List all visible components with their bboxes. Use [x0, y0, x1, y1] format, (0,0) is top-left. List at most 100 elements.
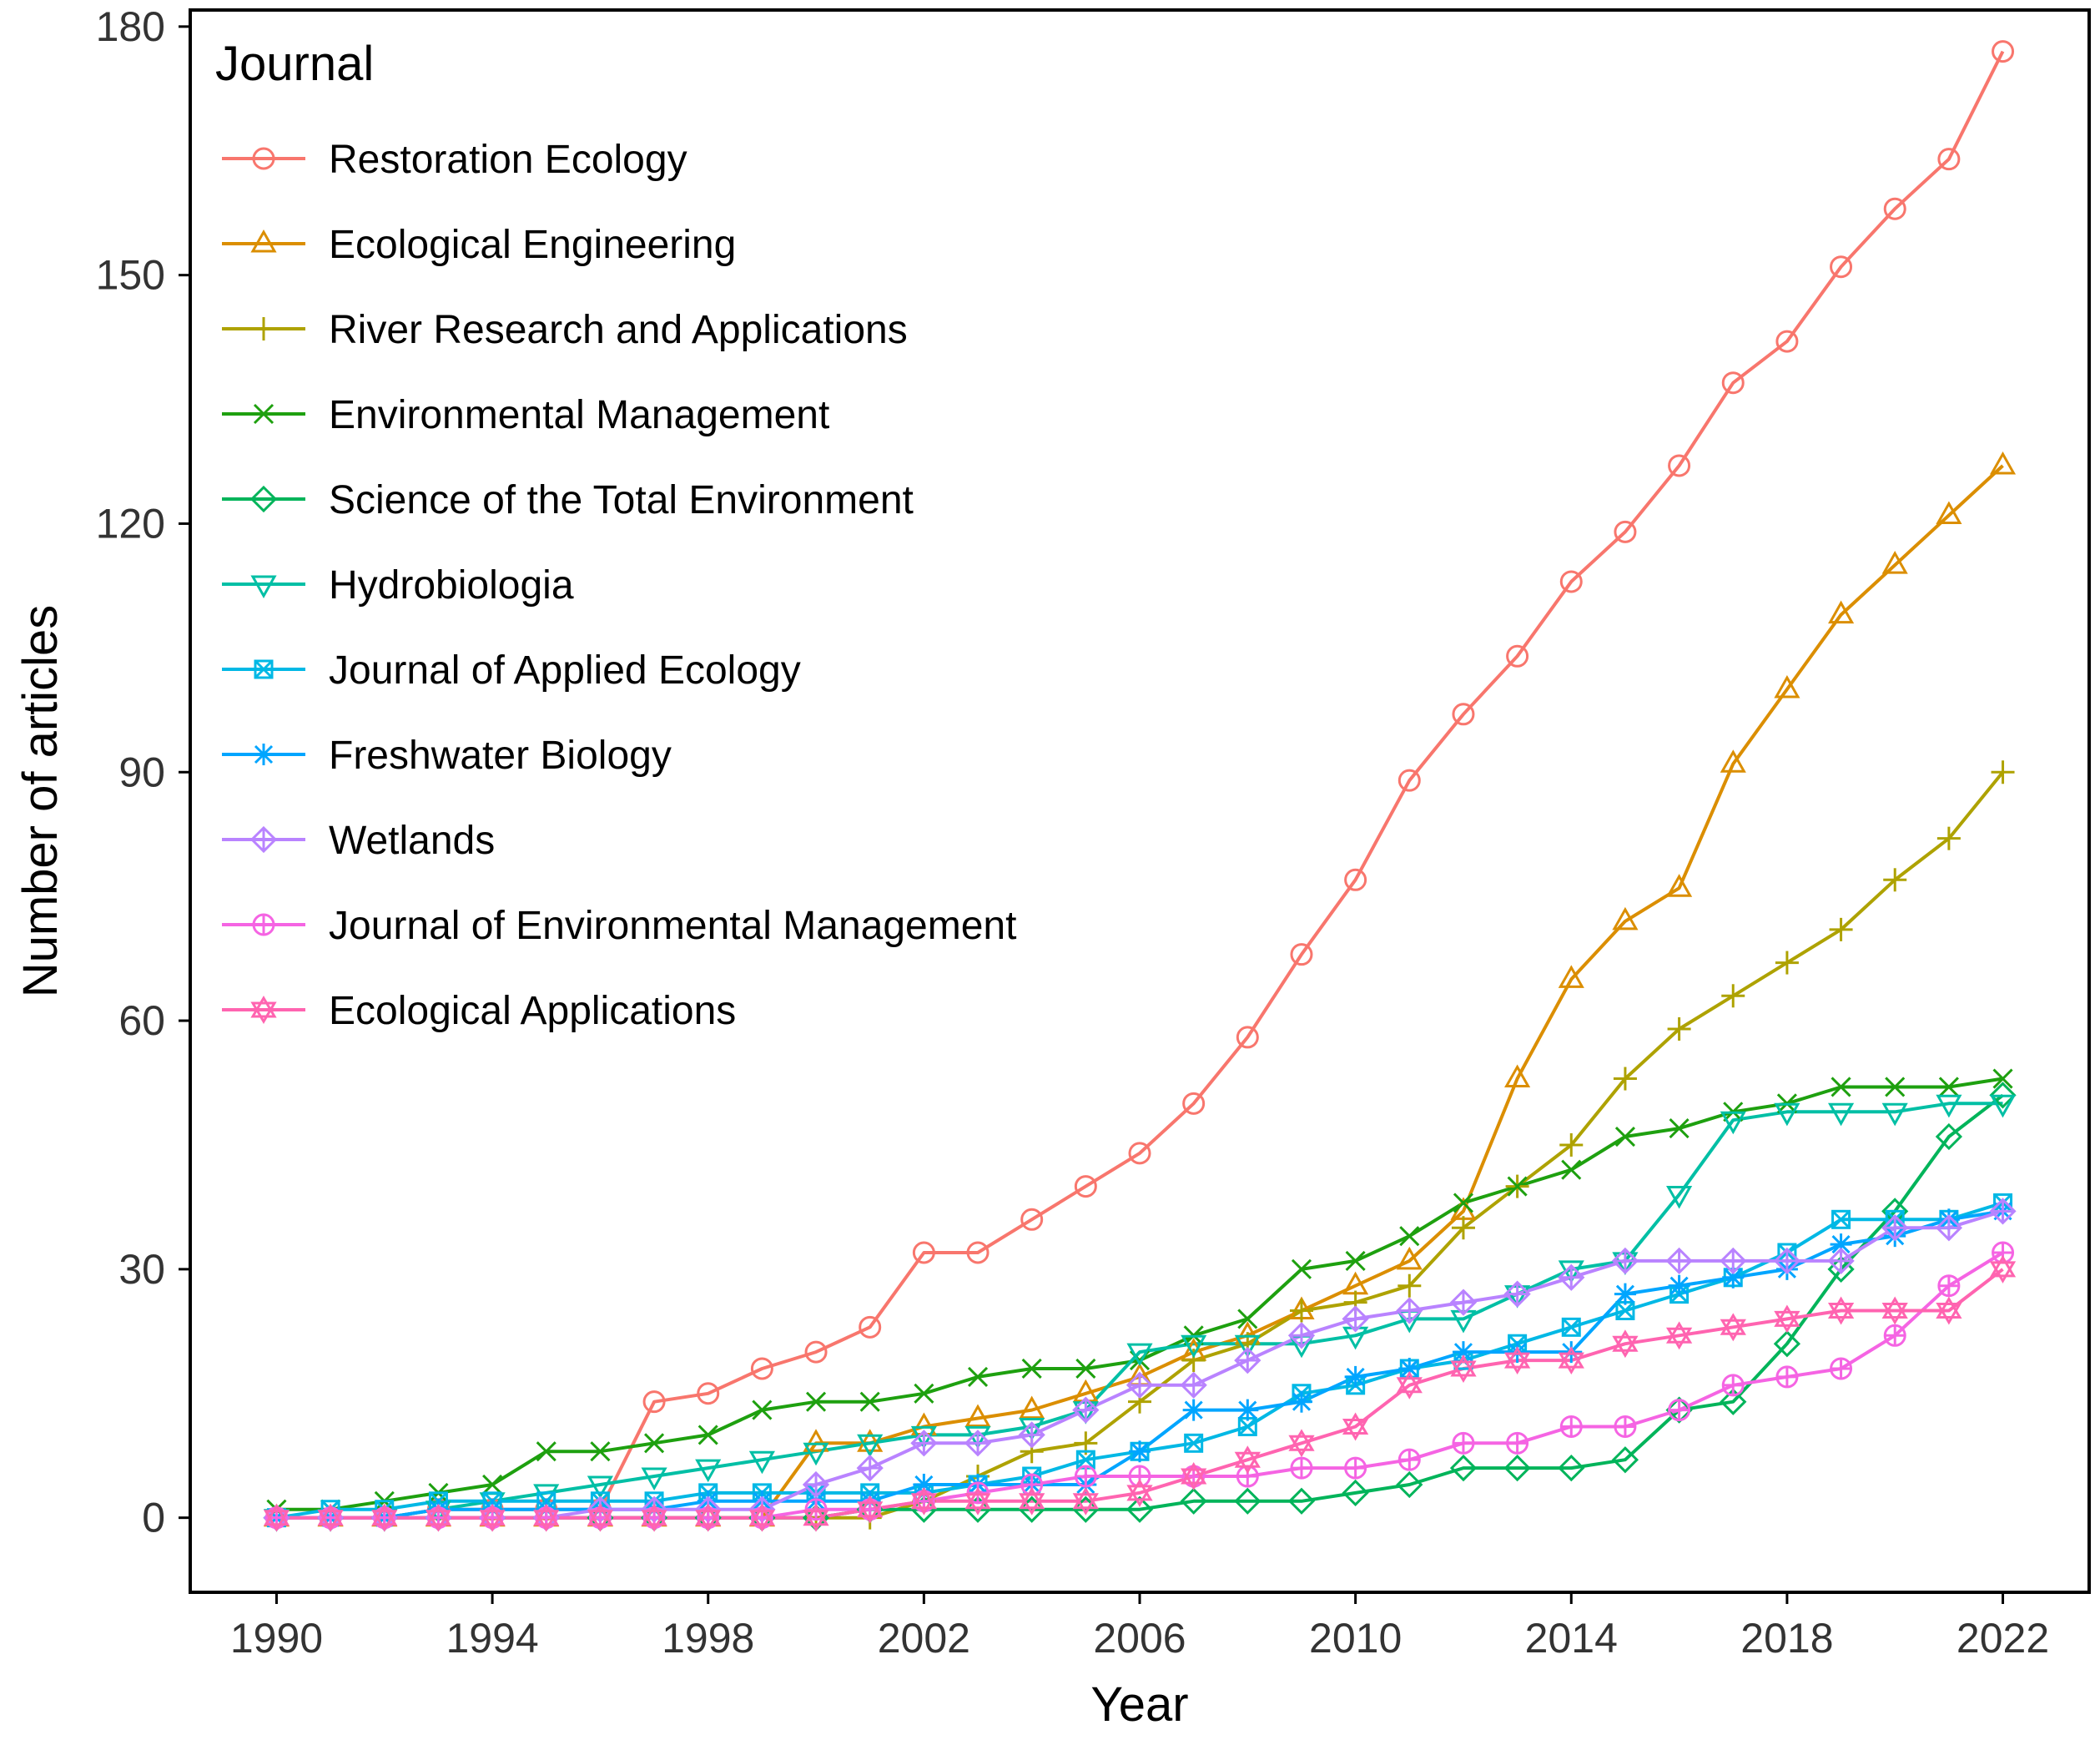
point-hydrobiologia-2021	[1936, 1094, 1962, 1118]
point-hydrobiologia-1996	[587, 1475, 613, 1500]
point-ecological-applications-2004	[1019, 1486, 1045, 1516]
point-ecological-applications-1995	[533, 1503, 560, 1532]
point-restoration-ecology-2009	[1290, 943, 1313, 966]
x-tick-label-2010: 2010	[1309, 1615, 1402, 1662]
point-restoration-ecology-2005	[1074, 1175, 1097, 1198]
point-wetlands-2001	[856, 1454, 884, 1482]
point-river-research-and-applications-2017	[1721, 984, 1745, 1008]
legend-marker-freshwater-biology	[253, 744, 274, 765]
point-wetlands-2020	[1881, 1214, 1909, 1242]
point-hydrobiologia-2019	[1828, 1102, 1855, 1127]
point-environmental-management-2010	[1345, 1250, 1366, 1271]
point-ecological-applications-1996	[587, 1503, 614, 1532]
legend-item-journal-of-environmental-management: Journal of Environmental Management	[222, 904, 1016, 948]
point-ecological-applications-1990	[263, 1503, 290, 1532]
series-markers	[263, 40, 2017, 1532]
x-tick-label-1990: 1990	[230, 1615, 323, 1662]
point-science-of-the-total-environment-2015	[1611, 1446, 1639, 1474]
point-ecological-engineering-2013	[1504, 1064, 1531, 1087]
x-axis-title: Year	[1090, 1677, 1188, 1732]
point-environmental-management-2005	[1075, 1358, 1096, 1379]
point-river-research-and-applications-2009	[1289, 1299, 1313, 1323]
point-ecological-applications-2020	[1881, 1296, 1908, 1325]
point-restoration-ecology-2012	[1452, 703, 1475, 726]
y-tick-label-30: 30	[118, 1246, 165, 1293]
point-journal-of-environmental-management-2020	[1883, 1324, 1906, 1347]
point-freshwater-biology-2006	[1129, 1440, 1151, 1463]
point-environmental-management-1998	[697, 1425, 718, 1445]
point-environmental-management-1999	[752, 1400, 773, 1420]
point-restoration-ecology-2018	[1775, 330, 1799, 353]
point-wetlands-2013	[1503, 1280, 1531, 1308]
point-freshwater-biology-2010	[1344, 1365, 1367, 1388]
point-wetlands-2006	[1126, 1371, 1154, 1399]
point-freshwater-biology-2011	[1398, 1357, 1421, 1379]
point-ecological-engineering-2001	[857, 1429, 884, 1452]
point-ecological-applications-2003	[964, 1486, 991, 1516]
point-ecological-applications-1998	[695, 1503, 722, 1532]
point-science-of-the-total-environment-2005	[1072, 1495, 1100, 1523]
point-hydrobiologia-2018	[1774, 1102, 1800, 1127]
y-tick-label-0: 0	[142, 1495, 165, 1541]
x-tick-label-2022: 2022	[1956, 1615, 2049, 1662]
x-tick-label-2002: 2002	[878, 1615, 970, 1662]
point-science-of-the-total-environment-2022	[1989, 1082, 2017, 1109]
point-environmental-management-2004	[1021, 1358, 1042, 1379]
point-ecological-applications-2007	[1181, 1462, 1207, 1490]
legend-label-restoration-ecology: Restoration Ecology	[329, 138, 687, 182]
point-journal-of-environmental-management-2013	[1506, 1431, 1529, 1455]
point-wetlands-2011	[1396, 1297, 1423, 1324]
point-river-research-and-applications-2016	[1667, 1016, 1691, 1041]
point-ecological-applications-2015	[1612, 1329, 1639, 1359]
series-points-ecological-applications	[263, 1254, 2017, 1532]
point-ecological-applications-1999	[748, 1503, 776, 1532]
point-wetlands-2016	[1665, 1247, 1693, 1275]
point-restoration-ecology-2001	[859, 1315, 882, 1339]
x-tick-label-1994: 1994	[446, 1615, 538, 1662]
legend-label-hydrobiologia: Hydrobiologia	[329, 563, 574, 608]
point-environmental-management-1996	[590, 1441, 611, 1462]
point-restoration-ecology-2007	[1182, 1092, 1206, 1115]
point-environmental-management-2002	[914, 1383, 934, 1404]
point-ecological-applications-2011	[1396, 1370, 1423, 1400]
point-science-of-the-total-environment-2008	[1234, 1487, 1262, 1515]
point-ecological-applications-2014	[1558, 1346, 1584, 1375]
point-environmental-management-2020	[1885, 1077, 1906, 1097]
point-wetlands-2000	[802, 1470, 830, 1499]
point-ecological-engineering-2021	[1936, 501, 1962, 524]
point-hydrobiologia-1998	[695, 1459, 722, 1483]
x-tick-label-1998: 1998	[662, 1615, 754, 1662]
point-ecological-applications-2021	[1936, 1296, 1962, 1325]
point-journal-of-environmental-management-2003	[966, 1481, 990, 1505]
point-wetlands-2022	[1989, 1198, 2017, 1225]
legend-marker-ecological-engineering	[250, 229, 277, 253]
x-tick-label-2014: 2014	[1525, 1615, 1618, 1662]
point-restoration-ecology-2008	[1236, 1026, 1259, 1049]
point-science-of-the-total-environment-2010	[1342, 1479, 1369, 1507]
legend-marker-restoration-ecology	[252, 147, 275, 170]
point-ecological-applications-1991	[317, 1503, 344, 1532]
point-journal-of-environmental-management-2017	[1721, 1374, 1745, 1397]
series-line-hydrobiologia	[276, 1102, 2003, 1520]
point-freshwater-biology-2015	[1614, 1283, 1636, 1305]
legend-item-wetlands: Wetlands	[222, 819, 495, 863]
point-river-research-and-applications-2022	[1991, 760, 2015, 784]
point-restoration-ecology-2003	[966, 1241, 990, 1264]
point-ecological-applications-1992	[371, 1503, 398, 1532]
point-journal-of-environmental-management-2021	[1937, 1274, 1961, 1298]
point-environmental-management-2008	[1237, 1309, 1258, 1329]
point-environmental-management-2021	[1938, 1077, 1959, 1097]
point-ecological-applications-2009	[1288, 1429, 1315, 1458]
point-restoration-ecology-2022	[1992, 40, 2015, 63]
point-science-of-the-total-environment-2012	[1449, 1454, 1478, 1482]
point-restoration-ecology-2016	[1668, 454, 1691, 477]
point-wetlands-2004	[1018, 1421, 1045, 1449]
axis-ticks: 1990 1994 1998 2002 2006 2010 2014 2018 2022 0 30 6…	[96, 3, 2050, 1662]
legend-marker-ecological-applications	[250, 996, 277, 1024]
point-ecological-applications-2005	[1072, 1486, 1099, 1516]
legend-marker-hydrobiologia	[250, 575, 277, 599]
point-ecological-engineering-2018	[1774, 674, 1800, 699]
point-hydrobiologia-2007	[1181, 1334, 1207, 1359]
point-hydrobiologia-2016	[1666, 1186, 1693, 1209]
